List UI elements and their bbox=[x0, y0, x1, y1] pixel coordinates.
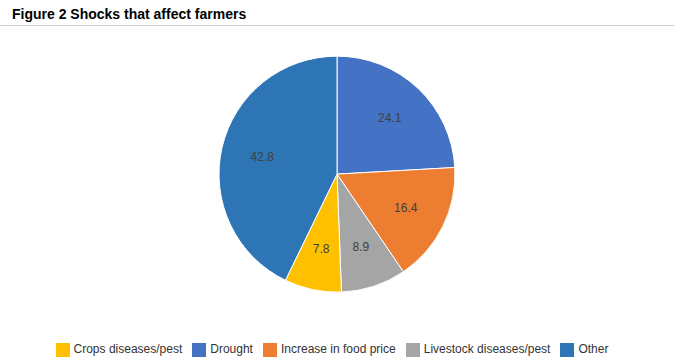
svg-text:42.8: 42.8 bbox=[251, 150, 275, 164]
svg-text:7.8: 7.8 bbox=[313, 242, 330, 256]
svg-text:8.9: 8.9 bbox=[353, 240, 370, 254]
html-text:Increase in food price: Increase in food price bbox=[281, 342, 396, 357]
html-text:Drought: Drought bbox=[210, 342, 253, 357]
html-text:Figure 2 Shocks that affect fa: Figure 2 Shocks that affect farmers bbox=[12, 6, 247, 22]
svg-text:24.1: 24.1 bbox=[378, 111, 402, 125]
svg-text:16.4: 16.4 bbox=[394, 201, 418, 215]
html-text:Livestock diseases/pest: Livestock diseases/pest bbox=[423, 342, 551, 357]
html-text:Crops diseases/pest: Crops diseases/pest bbox=[73, 342, 183, 357]
html-text:Other: Other bbox=[578, 342, 609, 357]
